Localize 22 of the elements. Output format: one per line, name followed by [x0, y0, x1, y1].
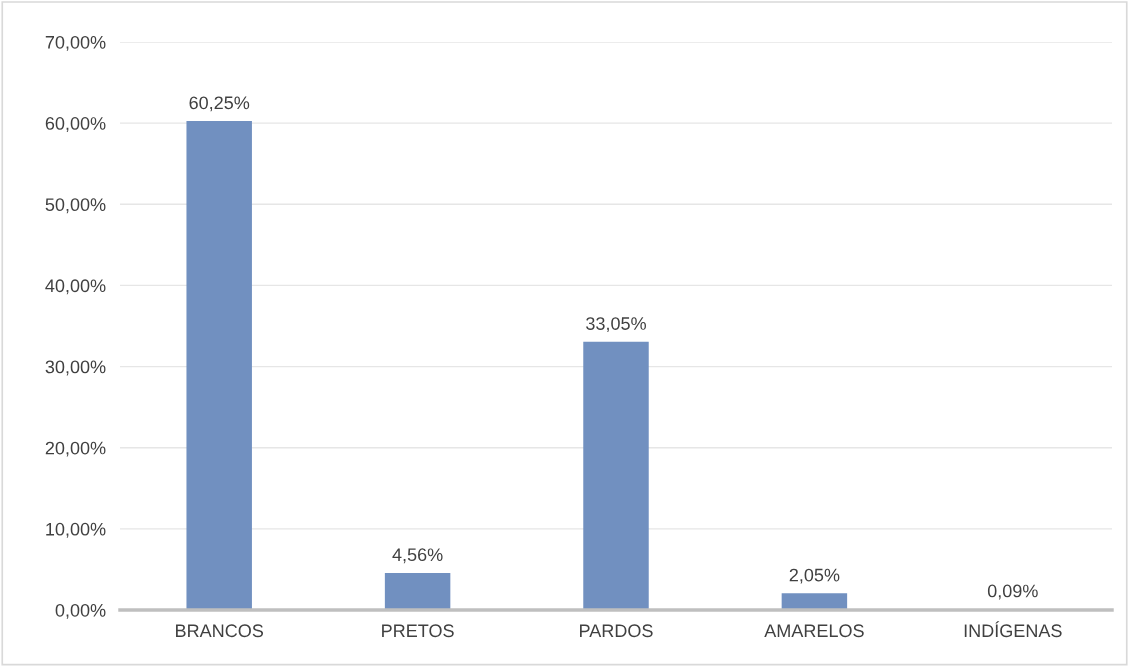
y-tick-label: 70,00%: [45, 35, 106, 51]
data-label: 2,05%: [789, 568, 840, 584]
y-tick-label: 20,00%: [45, 441, 106, 457]
y-tick-label: 10,00%: [46, 522, 106, 538]
x-tick-label: PRETOS: [382, 624, 454, 638]
x-tick-label: BRANCOS: [176, 624, 264, 638]
y-tick-label: 30,00%: [45, 360, 106, 376]
bar: [781, 593, 848, 610]
data-label: 4,56%: [392, 548, 443, 564]
data-label: 0,09%: [987, 584, 1038, 600]
y-tick-label: 60,00%: [45, 117, 106, 132]
bar: [384, 573, 451, 610]
x-tick-label: PARDOS: [580, 624, 653, 638]
x-tick-label: AMARELOS: [764, 624, 864, 638]
x-tick-label: INDÍGENAS: [964, 621, 1062, 638]
data-label: 33,05%: [586, 317, 646, 333]
y-tick-label: 40,00%: [45, 279, 106, 295]
y-tick-label: 0,00%: [55, 603, 106, 619]
y-tick-label: 50,00%: [45, 198, 106, 214]
bar: [583, 341, 649, 610]
data-label: 60,25%: [189, 96, 250, 112]
bar: [186, 121, 252, 610]
